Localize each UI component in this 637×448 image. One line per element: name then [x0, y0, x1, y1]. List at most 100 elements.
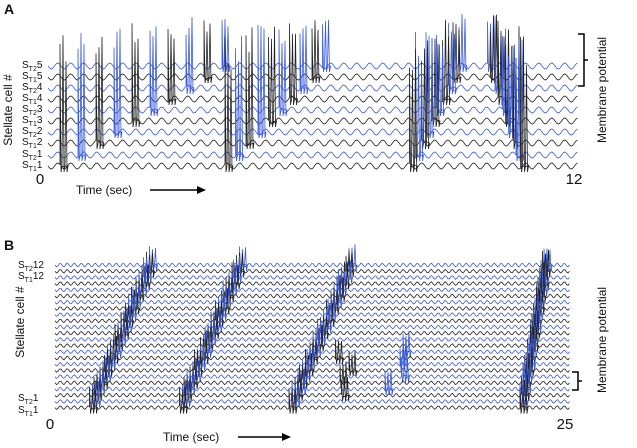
trace — [54, 311, 570, 340]
row-label: ST24 — [22, 82, 43, 95]
trace — [47, 26, 578, 150]
row-label: ST11 — [18, 405, 39, 418]
row-label: ST22 — [22, 126, 43, 139]
row-label-sub: T1 — [29, 121, 37, 128]
trace — [54, 293, 570, 321]
row-label-letter: S — [22, 82, 29, 93]
x-label: Time (sec) — [163, 430, 219, 444]
x-start: 0 — [46, 416, 54, 433]
x-end: 25 — [557, 416, 574, 433]
x-start: 0 — [36, 171, 44, 188]
trace — [54, 317, 570, 346]
row-label-sub: T2 — [25, 399, 33, 406]
trace — [54, 336, 570, 365]
trace — [54, 256, 570, 284]
row-label-sub: T1 — [29, 77, 37, 84]
row-label-letter: S — [22, 115, 29, 126]
row-label-num: 2 — [37, 137, 43, 148]
trace — [54, 374, 570, 402]
trace — [47, 19, 578, 106]
trace — [47, 16, 578, 95]
row-label-sub: T2 — [29, 155, 37, 162]
row-label-num: 1 — [37, 149, 43, 160]
row-label-num: 12 — [33, 271, 45, 282]
row-label: ST21 — [22, 149, 43, 162]
row-label-letter: S — [22, 137, 29, 148]
trace — [54, 274, 570, 303]
trace — [47, 35, 578, 173]
row-label-letter: S — [22, 126, 29, 137]
y-label: Stellate cell # — [13, 286, 27, 358]
row-label-letter: S — [22, 93, 29, 104]
trace — [54, 354, 570, 383]
row-label-sub: T2 — [29, 110, 37, 117]
row-label: ST13 — [22, 115, 43, 128]
row-label-sub: T2 — [29, 88, 37, 95]
bracket — [572, 371, 582, 391]
row-label-letter: S — [18, 260, 25, 271]
x-label: Time (sec) — [76, 183, 132, 197]
row-label-num: 3 — [37, 115, 43, 126]
row-label-sub: T1 — [25, 411, 33, 418]
row-label: ST212 — [18, 260, 44, 273]
trace — [54, 348, 570, 377]
row-label: ST23 — [22, 104, 43, 117]
trace — [47, 26, 578, 117]
trace — [47, 23, 578, 128]
trace — [54, 262, 570, 290]
row-label-letter: S — [18, 271, 25, 282]
row-label-sub: T1 — [25, 277, 33, 284]
panel-letter: A — [4, 1, 14, 17]
trace — [54, 367, 570, 396]
row-label-sub: T1 — [29, 99, 37, 106]
bracket — [578, 33, 588, 87]
trace — [54, 244, 570, 272]
row-label: ST15 — [22, 71, 43, 84]
trace — [54, 330, 570, 358]
row-label-letter: S — [22, 149, 29, 160]
trace — [47, 14, 578, 84]
trace — [47, 31, 578, 162]
row-label-letter: S — [18, 393, 25, 404]
row-label-letter: S — [22, 160, 29, 171]
row-label: ST12 — [22, 137, 43, 150]
row-label-letter: S — [22, 104, 29, 115]
row-label-sub: T2 — [25, 266, 33, 273]
y-label: Stellate cell # — [1, 74, 15, 146]
trace — [54, 361, 570, 389]
trace — [54, 299, 570, 327]
trace — [54, 280, 570, 309]
row-label-num: 12 — [33, 260, 45, 271]
trace — [47, 13, 578, 73]
trace — [54, 286, 570, 315]
row-label: ST21 — [18, 393, 39, 406]
trace — [54, 267, 570, 296]
trace — [54, 379, 570, 408]
row-label-num: 5 — [37, 71, 43, 82]
bracket-label: Membrane potential — [595, 287, 609, 393]
row-label: ST14 — [22, 93, 43, 106]
row-label-num: 1 — [33, 405, 39, 416]
row-label: ST112 — [18, 271, 44, 284]
row-label-num: 5 — [37, 60, 43, 71]
row-label-sub: T1 — [29, 143, 37, 150]
row-label-num: 1 — [33, 393, 39, 404]
trace — [54, 305, 570, 334]
traces — [47, 13, 578, 414]
panel-letter: B — [4, 237, 14, 253]
row-label-num: 2 — [37, 126, 43, 137]
arrow-head — [282, 433, 291, 441]
row-label-num: 1 — [37, 160, 43, 171]
row-label-sub: T2 — [29, 132, 37, 139]
row-label-num: 3 — [37, 104, 43, 115]
row-label-letter: S — [22, 60, 29, 71]
row-label: ST25 — [22, 60, 43, 73]
row-label: ST11 — [22, 160, 43, 173]
bracket-label: Membrane potential — [595, 37, 609, 143]
row-label-sub: T1 — [29, 166, 37, 173]
row-label-letter: S — [22, 71, 29, 82]
row-label-num: 4 — [37, 82, 43, 93]
row-label-num: 4 — [37, 93, 43, 104]
arrow-head — [197, 186, 206, 194]
